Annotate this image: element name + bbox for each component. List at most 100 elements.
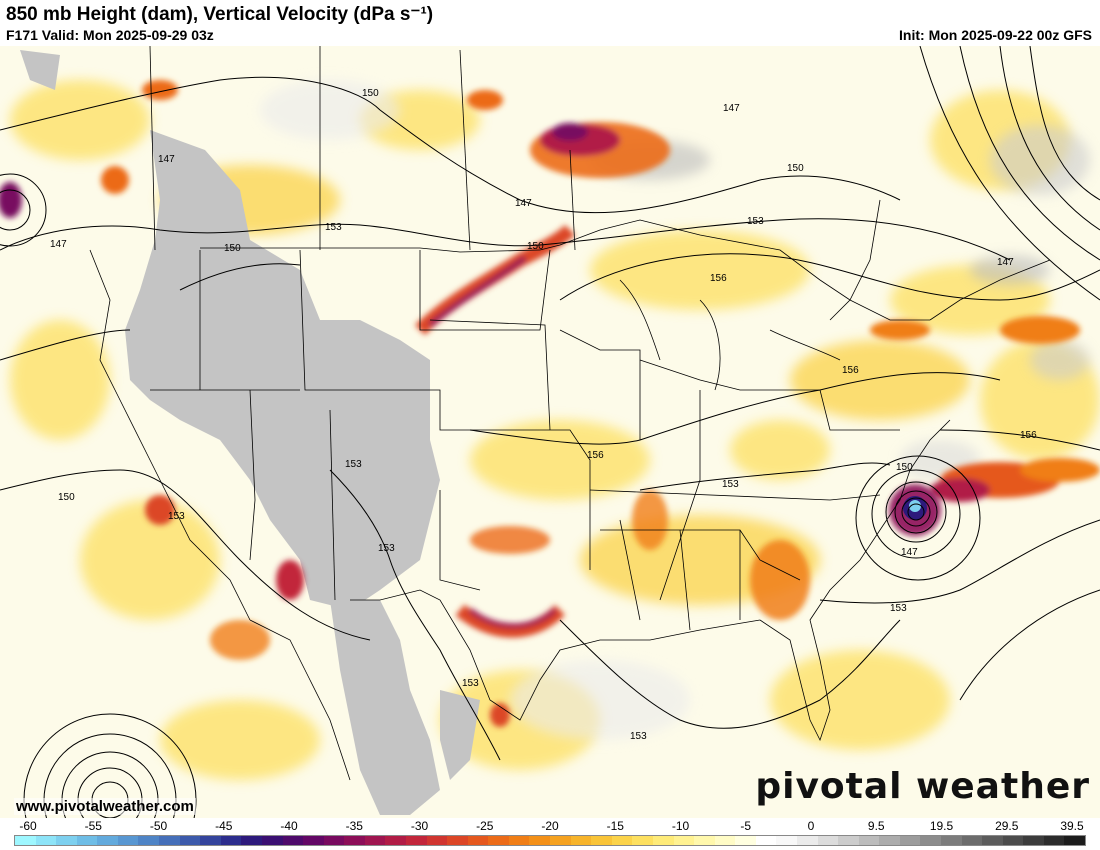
colorbar-swatch: [652, 836, 674, 845]
colorbar-swatch: [899, 836, 921, 845]
strong-lift-areas: [0, 80, 1100, 727]
contour-label: 147: [997, 257, 1014, 268]
colorbar-tick-label: -15: [606, 819, 624, 833]
colorbar-swatch: [405, 836, 427, 845]
contour-label: 153: [630, 731, 647, 742]
weather-map: 150 147 147 150 153 147 150 147 150 153 …: [0, 46, 1100, 818]
colorbar-swatch: [323, 836, 345, 845]
colorbar: [14, 835, 1086, 846]
colorbar-swatch: [550, 836, 571, 845]
colorbar-swatch: [15, 836, 36, 845]
colorbar-swatch: [467, 836, 489, 845]
contour-label-group: 150 147 147 150 153 147 150 147 150 153 …: [50, 88, 1037, 742]
northeast-low: [0, 46, 1100, 301]
colorbar-swatch: [138, 836, 160, 845]
colorbar-tick-label: 39.5: [1060, 819, 1084, 833]
colorbar-swatch: [817, 836, 839, 845]
colorbar-swatch: [97, 836, 118, 845]
colorbar-swatch: [570, 836, 592, 845]
colorbar-swatch: [1043, 836, 1065, 845]
colorbar-swatch: [611, 836, 633, 845]
colorbar-swatch: [591, 836, 612, 845]
colorbar-legend: -60 -55 -50 -45 -40 -35 -30 -25 -20 -15 -10 -5 0 9.5 1…: [0, 818, 1100, 850]
colorbar-swatch: [694, 836, 715, 845]
contour-label: 147: [158, 154, 175, 165]
contour-label: 153: [345, 459, 362, 470]
colorbar-tick-label: -45: [215, 819, 233, 833]
colorbar-swatch: [920, 836, 942, 845]
colorbar-tick-label: -55: [84, 819, 102, 833]
contour-label: 150: [527, 241, 544, 252]
contour-label: 147: [723, 103, 740, 114]
colorbar-swatch: [364, 836, 386, 845]
high-terrain-mask: [20, 50, 480, 815]
contour-label: 150: [58, 492, 75, 503]
colorbar-swatch: [261, 836, 283, 845]
contour-label: 153: [722, 479, 739, 490]
colorbar-tick-label: -25: [476, 819, 494, 833]
colorbar-swatch: [529, 836, 551, 845]
colorbar-swatch: [385, 836, 406, 845]
colorbar-swatch: [632, 836, 653, 845]
contour-label: 153: [168, 511, 185, 522]
colorbar-swatch: [56, 836, 77, 845]
colorbar-swatch: [426, 836, 448, 845]
colorbar-swatch: [282, 836, 304, 845]
colorbar-swatch: [1064, 836, 1086, 845]
init-time: Init: Mon 2025-09-22 00z GFS: [899, 27, 1092, 43]
map-header: 850 mb Height (dam), Vertical Velocity (…: [0, 0, 1100, 46]
contour-label: 153: [462, 678, 479, 689]
colorbar-tick-label: -40: [280, 819, 298, 833]
colorbar-swatch: [508, 836, 530, 845]
colorbar-tick-label: -50: [149, 819, 168, 833]
colorbar-swatch: [673, 836, 695, 845]
contour-label: 153: [890, 603, 907, 614]
colorbar-swatch: [241, 836, 262, 845]
valid-time: F171 Valid: Mon 2025-09-29 03z: [6, 27, 214, 43]
colorbar-swatch: [1023, 836, 1044, 845]
colorbar-swatch: [159, 836, 180, 845]
colorbar-tick-label: -35: [345, 819, 363, 833]
contour-label: 156: [842, 365, 859, 376]
colorbar-swatch: [447, 836, 468, 845]
colorbar-swatch: [735, 836, 756, 845]
contour-label: 150: [787, 163, 804, 174]
contour-label: 156: [587, 450, 604, 461]
colorbar-swatch: [941, 836, 962, 845]
colorbar-swatch: [982, 836, 1003, 845]
colorbar-swatch: [755, 836, 777, 845]
colorbar-tick-label: 19.5: [929, 819, 954, 833]
contour-label: 153: [325, 222, 342, 233]
contour-label: 147: [901, 547, 918, 558]
colorbar-swatch: [76, 836, 98, 845]
political-boundaries: [89, 46, 1051, 781]
colorbar-swatch: [858, 836, 880, 845]
colorbar-swatch: [117, 836, 139, 845]
colorbar-swatch: [200, 836, 221, 845]
contour-label: 153: [378, 543, 395, 554]
colorbar-swatch: [838, 836, 859, 845]
contour-label: 153: [747, 216, 764, 227]
contour-label: 150: [224, 243, 241, 254]
contour-label: 150: [896, 462, 913, 473]
contour-label: 156: [1020, 430, 1037, 441]
colorbar-tick-label: -20: [541, 819, 559, 833]
colorbar-tick-label: -30: [410, 819, 429, 833]
colorbar-tick-label: -10: [671, 819, 690, 833]
colorbar-tick-label: 0: [807, 819, 815, 833]
contour-label: 156: [710, 273, 727, 284]
brand-logo: pivotal weather: [755, 766, 1090, 807]
colorbar-tick-label: 9.5: [867, 819, 885, 833]
colorbar-swatch: [1002, 836, 1024, 845]
colorbar-swatch: [35, 836, 57, 845]
contour-label: 147: [50, 239, 67, 250]
contour-label: 150: [362, 88, 379, 99]
map-title: 850 mb Height (dam), Vertical Velocity (…: [6, 4, 434, 25]
colorbar-swatch: [488, 836, 509, 845]
colorbar-swatch: [220, 836, 242, 845]
hurricane-core: [855, 455, 981, 581]
colorbar-swatch: [714, 836, 736, 845]
colorbar-swatch: [879, 836, 900, 845]
colorbar-swatch: [303, 836, 324, 845]
colorbar-tick-label: 29.5: [995, 819, 1019, 833]
